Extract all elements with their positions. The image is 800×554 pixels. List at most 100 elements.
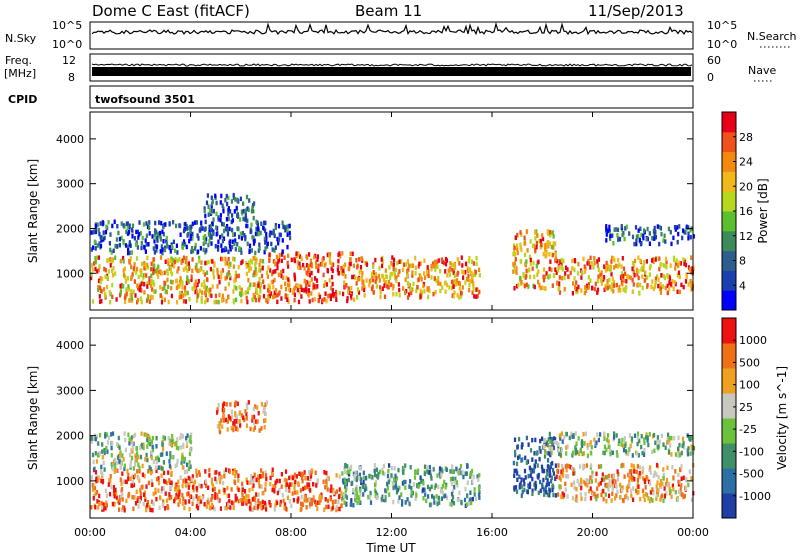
echo-cell <box>429 473 433 479</box>
echo-cell <box>191 246 194 251</box>
echo-cell <box>310 291 313 296</box>
echo-cell <box>141 235 144 241</box>
colorbar-segment <box>722 418 736 444</box>
echo-cell <box>249 506 252 512</box>
echo-cell <box>142 445 145 451</box>
echo-cell <box>235 414 238 419</box>
echo-cell <box>188 451 191 457</box>
echo-cell <box>151 287 154 292</box>
echo-cell <box>341 268 344 273</box>
echo-cell <box>610 259 613 264</box>
echo-cell <box>328 293 331 298</box>
echo-cell <box>643 497 646 503</box>
colorbar-segment <box>722 468 736 494</box>
echo-cell <box>132 441 135 446</box>
echo-cell <box>355 281 358 286</box>
echo-cell <box>253 414 256 420</box>
echo-cell <box>637 269 640 274</box>
echo-cell <box>184 292 187 297</box>
echo-cell <box>278 487 281 493</box>
echo-cell <box>109 247 112 253</box>
echo-cell <box>111 268 114 273</box>
echo-cell <box>591 286 594 291</box>
echo-cell <box>127 476 130 482</box>
echo-cell <box>365 486 368 491</box>
echo-cell <box>639 258 642 264</box>
echo-cell <box>630 275 633 281</box>
echo-cell <box>91 299 95 304</box>
echo-cell <box>279 499 282 505</box>
echo-cell <box>324 280 327 285</box>
echo-cell <box>689 234 692 240</box>
echo-cell <box>278 237 281 242</box>
echo-cell <box>686 448 689 453</box>
echo-cell <box>305 498 308 503</box>
echo-cell <box>236 401 239 406</box>
echo-cell <box>608 479 611 484</box>
echo-cell <box>154 289 157 294</box>
echo-cell <box>296 259 299 265</box>
echo-cell <box>143 265 146 271</box>
echo-cell <box>164 491 167 496</box>
echo-cell <box>585 478 588 483</box>
echo-cell <box>615 282 618 288</box>
colorbar-tick-label: 100 <box>739 379 760 392</box>
echo-cell <box>550 450 553 456</box>
echo-cell <box>330 266 333 271</box>
noise-right-tick-top: 10^5 <box>707 19 737 32</box>
echo-cell <box>606 285 609 291</box>
echo-cell <box>102 221 105 226</box>
echo-cell <box>681 235 684 241</box>
echo-cell <box>332 487 335 493</box>
echo-cell <box>608 483 612 489</box>
echo-cell <box>217 475 220 481</box>
echo-cell <box>211 221 214 226</box>
echo-cell <box>188 499 191 504</box>
echo-cell <box>175 495 178 501</box>
echo-cell <box>651 449 654 455</box>
echo-cell <box>473 294 476 299</box>
echo-cell <box>223 473 226 479</box>
echo-cell <box>150 455 153 461</box>
echo-cell <box>127 287 130 292</box>
echo-cell <box>240 236 243 241</box>
echo-cell <box>672 486 675 492</box>
echo-cell <box>239 196 242 202</box>
echo-cell <box>280 269 283 275</box>
echo-cell <box>189 236 192 241</box>
echo-cell <box>620 274 623 279</box>
echo-cell <box>516 247 519 252</box>
echo-cell <box>690 270 693 275</box>
echo-cell <box>293 258 296 264</box>
echo-cell <box>352 471 355 477</box>
echo-cell <box>340 503 343 508</box>
echo-cell <box>432 291 435 297</box>
echo-cell <box>342 291 345 297</box>
echo-cell <box>221 424 224 429</box>
echo-cell <box>542 444 545 449</box>
echo-cell <box>245 493 248 499</box>
echo-cell <box>374 472 377 478</box>
echo-cell <box>92 245 95 250</box>
echo-cell <box>234 412 237 418</box>
echo-cell <box>663 493 666 499</box>
echo-cell <box>469 279 472 284</box>
echo-cell <box>108 491 112 497</box>
echo-cell <box>411 273 414 278</box>
echo-cell <box>586 483 589 488</box>
echo-cell <box>133 462 137 467</box>
echo-cell <box>660 273 663 278</box>
echo-cell <box>130 296 133 301</box>
echo-cell <box>133 495 136 500</box>
echo-cell <box>429 502 432 508</box>
echo-cell <box>523 235 526 240</box>
echo-cell <box>271 467 274 472</box>
echo-cell <box>378 278 381 283</box>
echo-cell <box>268 293 271 299</box>
echo-cell <box>571 496 574 501</box>
echo-cell <box>527 484 530 490</box>
echo-cell <box>386 485 389 491</box>
echo-cell <box>626 496 629 501</box>
echo-cell <box>151 499 154 505</box>
echo-cell <box>440 257 443 262</box>
